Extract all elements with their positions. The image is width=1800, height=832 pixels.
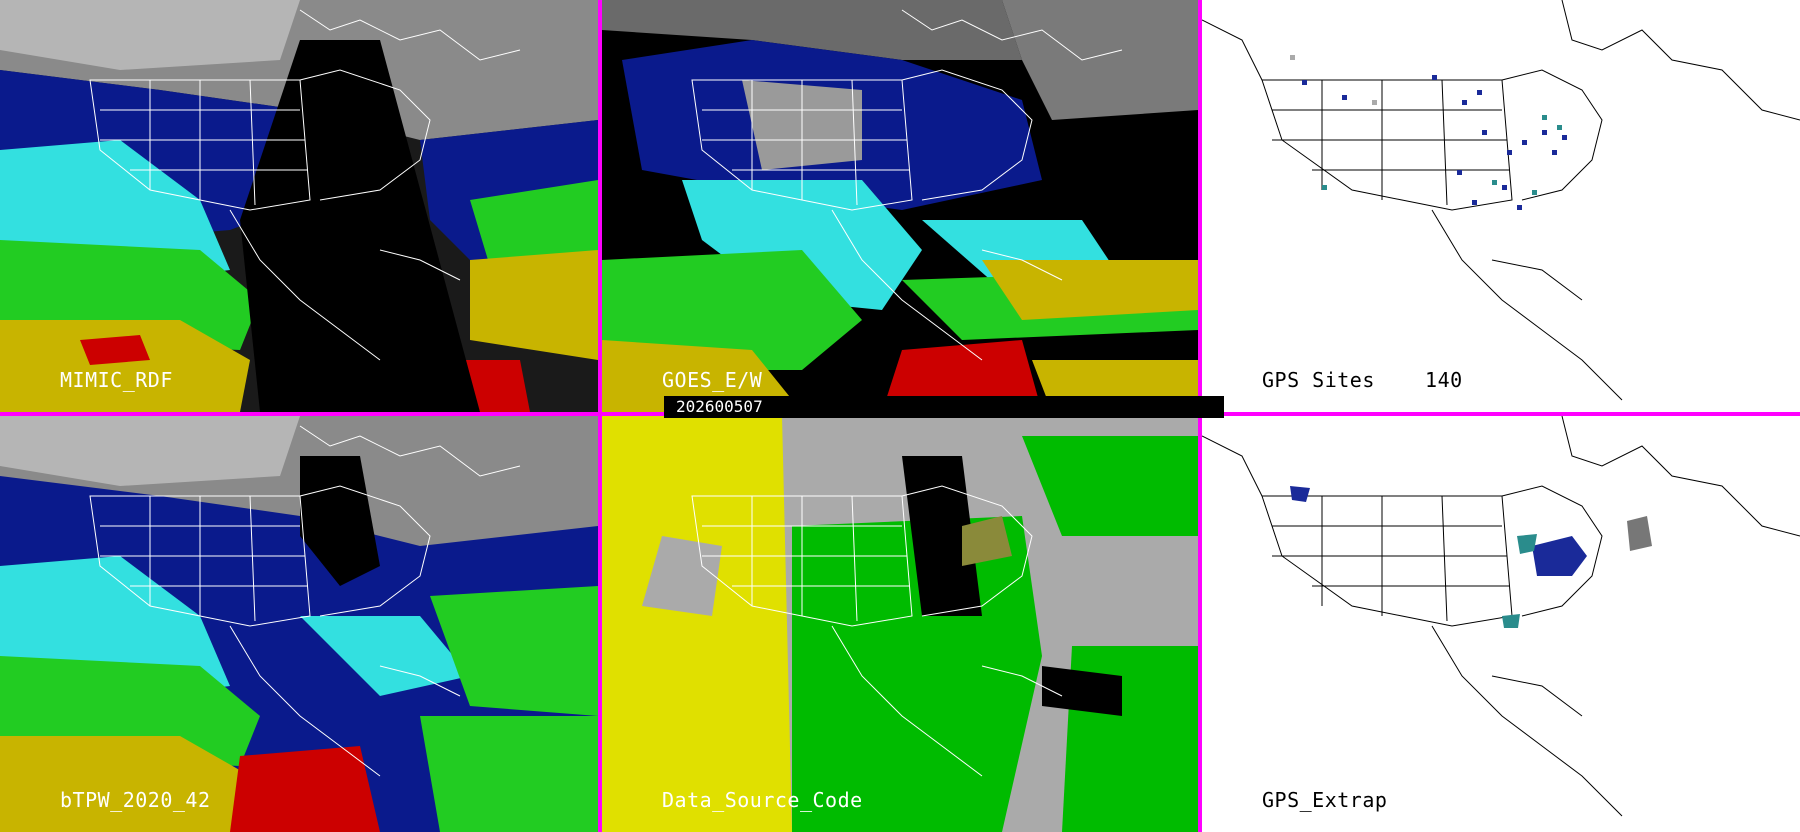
mimic-tpw-map xyxy=(0,0,598,412)
goes-label: GOES_E/W xyxy=(662,368,763,392)
gps-extrap-map xyxy=(1202,416,1800,832)
gps-sites-panel: GPS Sites 140 xyxy=(1202,0,1800,412)
goes-panel: GOES_E/W xyxy=(602,0,1198,412)
data-source-label: Data_Source_Code xyxy=(662,788,863,812)
btpw-panel: bTPW_2020_42 xyxy=(0,416,598,832)
data-source-panel: Data_Source_Code xyxy=(602,416,1198,832)
data-source-map xyxy=(602,416,1198,832)
gps-extrap-panel: GPS_Extrap xyxy=(1202,416,1800,832)
gps-sites-title: GPS Sites xyxy=(1262,368,1375,392)
mimic-label: MIMIC_RDF xyxy=(60,368,173,392)
gps-sites-label: GPS Sites 140 xyxy=(1262,368,1463,392)
timestamp-bar: 202600507 xyxy=(664,396,1224,418)
gps-sites-count: 140 xyxy=(1425,368,1463,392)
mimic-panel: MIMIC_RDF xyxy=(0,0,598,412)
goes-tpw-map xyxy=(602,0,1198,412)
btpw-tpw-map xyxy=(0,416,598,832)
gps-sites-map xyxy=(1202,0,1800,412)
btpw-label: bTPW_2020_42 xyxy=(60,788,211,812)
gps-extrap-label: GPS_Extrap xyxy=(1262,788,1388,812)
